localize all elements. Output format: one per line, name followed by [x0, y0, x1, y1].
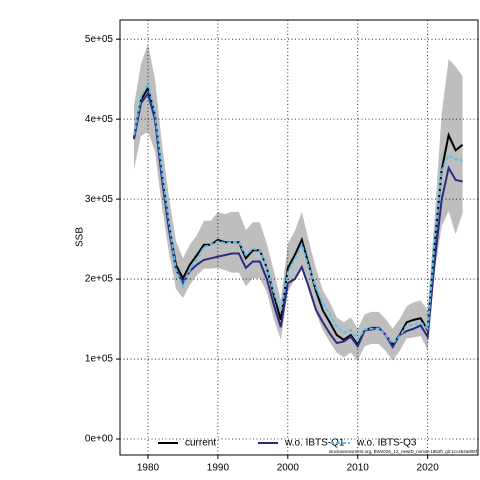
- plot-frame: [119, 19, 479, 456]
- legend-label: w.o. IBTS-Q1: [284, 438, 345, 449]
- y-tick-label: 2e+05: [85, 274, 114, 285]
- legend-label: w.o. IBTS-Q3: [356, 438, 417, 449]
- footnote: stockassessment.org, BW2026_12_newID_nom…: [329, 449, 478, 454]
- legend-label: current: [185, 438, 216, 449]
- series-line: [133, 85, 464, 347]
- x-tick-label: 2010: [347, 463, 370, 474]
- x-tick-label: 2020: [417, 463, 440, 474]
- y-tick-label: 5e+05: [85, 34, 114, 45]
- x-tick-label: 1980: [137, 463, 160, 474]
- x-tick-label: 1990: [207, 463, 230, 474]
- x-tick-label: 2000: [277, 463, 300, 474]
- y-tick-label: 0e+00: [85, 434, 114, 445]
- y-tick-label: 1e+05: [85, 354, 114, 365]
- series-line: [133, 91, 463, 350]
- y-tick-label: 4e+05: [85, 114, 114, 125]
- y-axis-label: SSB: [75, 227, 86, 247]
- confidence-band: [133, 43, 463, 361]
- series-line: [133, 81, 463, 345]
- y-tick-label: 3e+05: [85, 194, 114, 205]
